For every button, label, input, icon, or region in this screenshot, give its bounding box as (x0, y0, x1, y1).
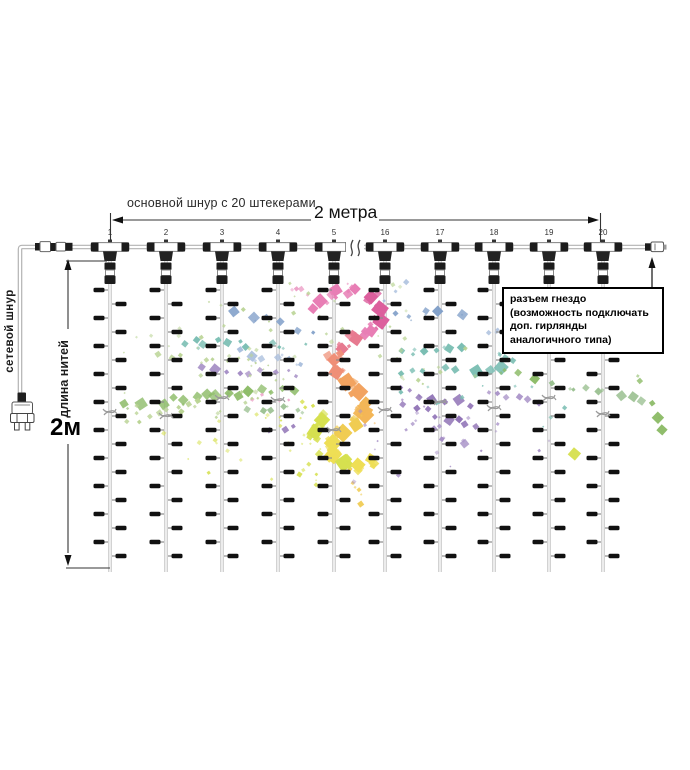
connector-number: 5 (331, 228, 337, 237)
thread-knots (102, 394, 611, 434)
height-dimension-label: 2м (50, 414, 82, 441)
connector-number: 4 (275, 228, 281, 237)
connector-number: 2 (163, 228, 169, 237)
main-cord-label: основной шнур с 20 штекерами (127, 196, 316, 210)
callout-line-1: разъем гнездо (510, 293, 587, 305)
connector-number: 19 (544, 228, 554, 237)
socket-callout-box: разъем гнездо (возможность подключать до… (502, 287, 664, 354)
connector-number: 16 (380, 228, 390, 237)
connectors-hardware (10, 239, 667, 431)
connector-number: 20 (598, 228, 608, 237)
callout-line-2: (возможность подключать (510, 306, 649, 319)
callout-line-3: доп. гирлянды (510, 320, 588, 332)
connector-number: 17 (435, 228, 445, 237)
threads-length-label: длина нитей (57, 340, 71, 418)
connector-number: 18 (489, 228, 499, 237)
width-dimension-label: 2 метра (314, 202, 378, 222)
callout-line-4: аналогичного типа) (510, 333, 612, 346)
connector-number: 1 (107, 228, 113, 237)
wires (17, 244, 645, 572)
dimension-lines (64, 213, 656, 569)
connector-number: 3 (219, 228, 225, 237)
power-cord-label: сетевой шнур (4, 289, 16, 373)
cord-break-symbol (346, 239, 364, 257)
